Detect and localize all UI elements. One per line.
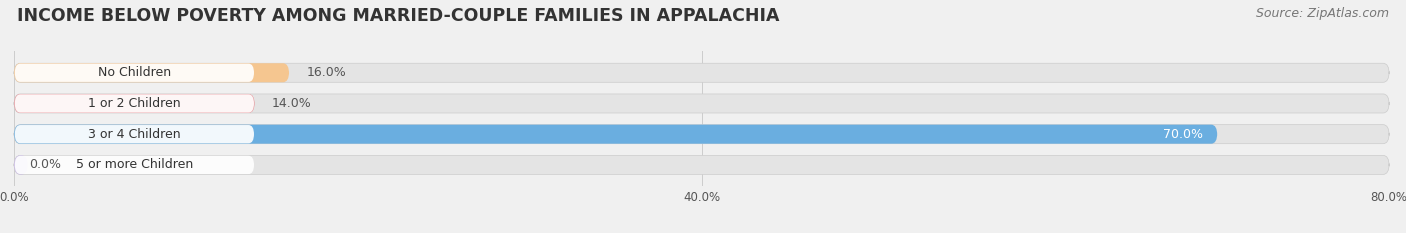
FancyBboxPatch shape [14,156,254,174]
FancyBboxPatch shape [14,94,254,113]
Text: No Children: No Children [98,66,172,79]
Text: 14.0%: 14.0% [271,97,312,110]
FancyBboxPatch shape [14,155,1389,175]
FancyBboxPatch shape [14,125,1389,144]
Text: 16.0%: 16.0% [307,66,346,79]
FancyBboxPatch shape [14,155,28,175]
FancyBboxPatch shape [14,125,1218,144]
Text: 5 or more Children: 5 or more Children [76,158,193,171]
Text: 70.0%: 70.0% [1164,128,1204,141]
FancyBboxPatch shape [14,63,1389,82]
Text: INCOME BELOW POVERTY AMONG MARRIED-COUPLE FAMILIES IN APPALACHIA: INCOME BELOW POVERTY AMONG MARRIED-COUPL… [17,7,779,25]
Text: 0.0%: 0.0% [30,158,62,171]
Text: 3 or 4 Children: 3 or 4 Children [89,128,181,141]
FancyBboxPatch shape [14,63,290,82]
FancyBboxPatch shape [14,94,254,113]
Text: 1 or 2 Children: 1 or 2 Children [89,97,181,110]
FancyBboxPatch shape [14,125,254,143]
Text: Source: ZipAtlas.com: Source: ZipAtlas.com [1256,7,1389,20]
FancyBboxPatch shape [14,64,254,82]
FancyBboxPatch shape [14,94,1389,113]
